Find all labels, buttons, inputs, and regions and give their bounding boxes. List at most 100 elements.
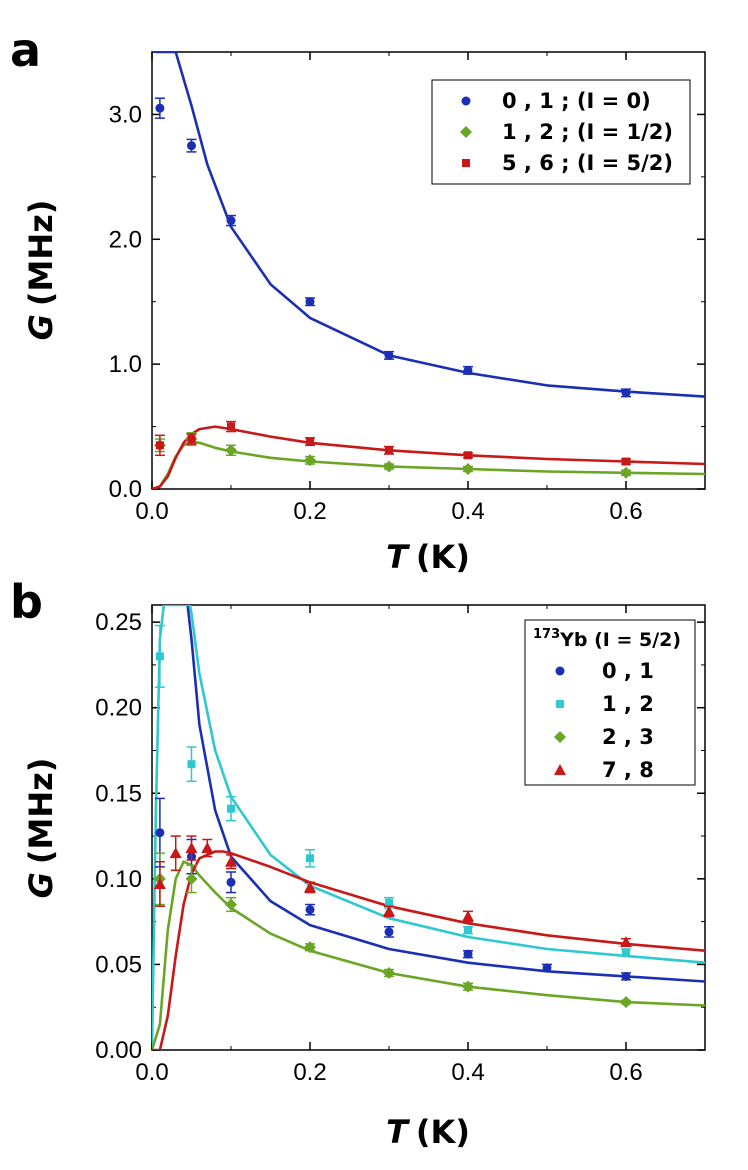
b-data-point-2 <box>185 872 198 885</box>
b-data-point-2 <box>225 898 237 911</box>
panel-a-x-axis-label: T (K) <box>386 538 470 576</box>
panel-a-label: a <box>10 23 41 77</box>
panel-a-plot-frame <box>151 51 706 490</box>
a-y-tick-label: 3.0 <box>109 101 142 128</box>
b-fit-curve-2 <box>152 860 705 1050</box>
panel-a-data-points <box>153 97 632 479</box>
b-y-tick-label: 0.20 <box>95 695 142 722</box>
a-x-tick-label: 0.4 <box>451 498 484 525</box>
b-data-point-0 <box>621 971 631 981</box>
panel-a-legend: 0 , 1 ; (I = 0) 1 , 2 ; (I = 1/2) 5 , 6 ; … <box>431 79 691 185</box>
b-data-point-3 <box>304 881 316 893</box>
b-data-point-3 <box>185 842 198 854</box>
a-data-point-2 <box>227 422 235 431</box>
a-y-tick-label: 1.0 <box>109 351 142 378</box>
a-data-point-0 <box>463 365 473 375</box>
b-data-point-1 <box>385 898 393 907</box>
a-legend-label-1: 1 , 2 ; (I = 1/2) <box>502 120 673 144</box>
b-legend-label-2: 2 , 3 <box>602 725 654 749</box>
a-legend-label-0: 0 , 1 ; (I = 0) <box>502 89 651 113</box>
b-x-tick-label: 0.0 <box>135 1059 168 1086</box>
a-data-point-2 <box>622 457 630 466</box>
panel-b-legend-box <box>524 619 696 786</box>
b-data-point-0 <box>305 905 315 915</box>
b-data-point-2 <box>462 980 474 993</box>
a-legend-marker-2 <box>462 159 470 167</box>
b-data-point-0 <box>542 963 552 973</box>
a-fit-curve-2 <box>152 425 705 489</box>
b-y-tick-label: 0.05 <box>95 951 142 978</box>
a-data-point-0 <box>305 297 315 307</box>
a-legend-marker-0 <box>461 96 471 106</box>
a-data-point-0 <box>155 103 165 113</box>
panel-b-x-axis-label: T (K) <box>386 1113 470 1151</box>
panel-b-fit-curves <box>152 605 705 1050</box>
a-data-point-2 <box>187 435 196 444</box>
b-data-point-2 <box>620 996 632 1009</box>
panel-b: b 0.0 0.2 0.4 0.6 0.00 0.05 0.10 0.15 0.20 0.25 T… <box>10 575 706 1151</box>
b-legend-marker-1 <box>556 700 564 708</box>
a-data-point-0 <box>226 216 236 226</box>
panel-a-fit-curves <box>152 52 705 489</box>
b-data-point-1 <box>227 804 235 813</box>
b-data-point-3 <box>383 905 395 917</box>
panel-b-ticks: 0.0 0.2 0.4 0.6 0.00 0.05 0.10 0.15 0.20 0.25 <box>95 605 705 1086</box>
a-data-point-2 <box>385 446 393 455</box>
panel-a-legend-box <box>431 79 691 185</box>
b-data-point-3 <box>225 855 237 867</box>
b-x-tick-label: 0.2 <box>293 1059 326 1086</box>
b-legend-label-3: 7 , 8 <box>602 758 654 782</box>
a-data-point-2 <box>464 451 472 460</box>
a-legend-marker-1 <box>460 126 472 138</box>
a-data-point-1 <box>620 466 632 479</box>
a-y-tick-label: 2.0 <box>109 226 142 253</box>
b-y-tick-label: 0.00 <box>95 1037 142 1064</box>
panel-a-y-axis-label: G(MHz) <box>22 200 60 341</box>
b-data-point-3 <box>620 936 632 948</box>
b-data-point-0 <box>463 949 473 959</box>
b-legend-label-1: 1 , 2 <box>602 692 654 716</box>
b-data-point-1 <box>155 652 164 661</box>
a-data-point-1 <box>304 454 316 467</box>
a-legend-label-2: 5 , 6 ; (I = 5/2) <box>502 151 673 175</box>
b-y-tick-label: 0.15 <box>95 780 142 807</box>
b-legend-marker-3 <box>554 764 566 775</box>
b-x-tick-label: 0.6 <box>609 1059 642 1086</box>
b-fit-curve-1 <box>152 605 705 1050</box>
a-data-point-0 <box>187 141 196 151</box>
a-data-point-1 <box>383 460 395 473</box>
panel-b-legend-title: 173Yb (I = 5/2) <box>533 627 681 651</box>
b-data-point-0 <box>155 828 165 838</box>
b-legend-label-0: 0 , 1 <box>602 659 654 683</box>
b-data-point-1 <box>187 760 196 769</box>
b-data-point-1 <box>464 926 472 935</box>
b-data-point-2 <box>304 941 316 954</box>
a-y-tick-label: 0.0 <box>109 476 142 503</box>
panel-b-label: b <box>10 575 43 629</box>
b-data-point-0 <box>384 927 394 937</box>
panel-b-y-axis-label: G(MHz) <box>22 758 60 899</box>
panel-a: a 0.0 0.2 0.4 0.6 0.0 1.0 2.0 3.0 T (K) G(MHz) 0… <box>10 23 706 576</box>
b-fit-curve-3 <box>152 850 705 1050</box>
b-data-point-3 <box>201 842 214 854</box>
panel-b-legend: 173Yb (I = 5/2) 0 , 1 1 , 2 2 , 3 7 , 8 <box>524 619 696 786</box>
a-x-tick-label: 0.0 <box>135 498 168 525</box>
b-fit-curve-0 <box>186 605 705 983</box>
b-data-point-3 <box>169 847 182 859</box>
a-data-point-2 <box>155 441 164 450</box>
panel-b-data-points <box>153 624 632 1009</box>
a-data-point-1 <box>225 444 237 457</box>
b-y-tick-label: 0.25 <box>95 609 142 636</box>
b-data-point-0 <box>226 877 236 887</box>
a-x-tick-label: 0.2 <box>293 498 326 525</box>
a-data-point-2 <box>306 437 314 446</box>
a-fit-curve-0 <box>155 52 705 398</box>
panel-b-plot-frame <box>151 604 706 1051</box>
panel-a-ticks: 0.0 0.2 0.4 0.6 0.0 1.0 2.0 3.0 <box>109 52 705 525</box>
a-data-point-0 <box>384 350 394 360</box>
b-legend-marker-2 <box>554 731 566 743</box>
a-data-point-0 <box>621 388 631 398</box>
b-data-point-3 <box>153 877 166 889</box>
b-legend-marker-0 <box>555 666 565 676</box>
